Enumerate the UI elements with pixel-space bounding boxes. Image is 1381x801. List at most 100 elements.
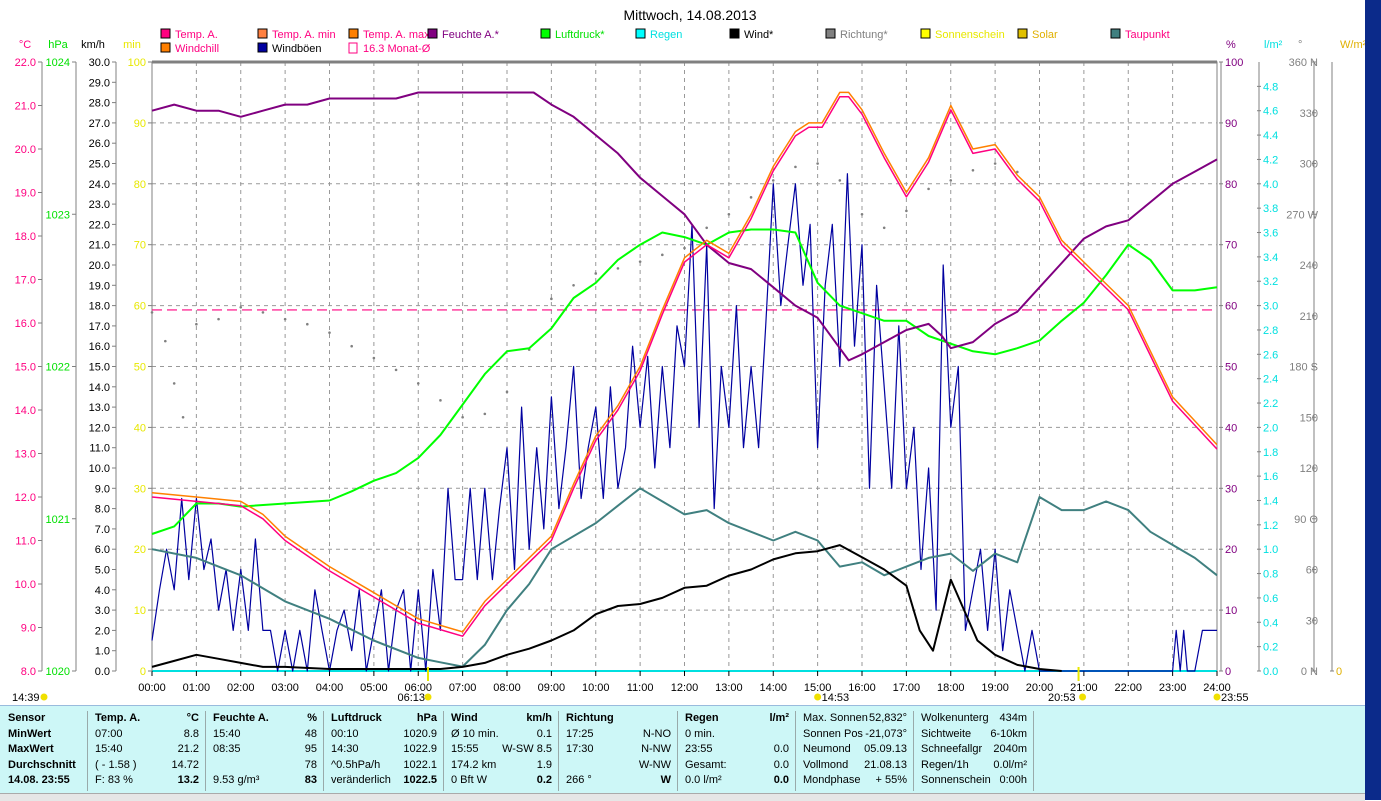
table-row: 14:30 1022.9 — [323, 742, 443, 758]
legend-label: Windböen — [272, 43, 322, 55]
x-tick-label: 00:00 — [138, 682, 166, 694]
cell-value: hPa — [416, 712, 437, 724]
axis-label-wind: 11.0 — [89, 443, 110, 455]
x-tick-label: 07:00 — [449, 682, 477, 694]
direction-point — [483, 412, 487, 416]
axis-unit-solar: W/m² — [1340, 39, 1367, 51]
cell-label: veränderlich — [331, 774, 391, 786]
cell-label: 0 Bft W — [451, 774, 488, 786]
cell-value: 48 — [304, 727, 317, 740]
table-column: Sensor MinWert MaxWert Durchschnitt 14.08. 2… — [0, 711, 88, 791]
table-row: 17:25 N-NO — [558, 727, 677, 743]
axis-unit-hum: % — [1226, 39, 1236, 51]
direction-point — [661, 253, 664, 257]
cell-label: Gesamt: — [685, 758, 727, 771]
cell-label: Sensor — [8, 712, 46, 724]
direction-point — [727, 212, 731, 216]
cell-label: 0 min. — [685, 727, 715, 740]
axis-label-press: 1023 — [46, 209, 70, 221]
x-tick-label: 16:00 — [848, 682, 876, 694]
axis-label-temp: 19.0 — [15, 188, 36, 200]
table-row: Feuchte A.% — [205, 711, 323, 727]
axis-label-solar: 0 — [1336, 666, 1342, 678]
table-row: Regen/1h 0.0l/m² — [913, 758, 1033, 774]
cell-label: 15:40 — [213, 727, 241, 740]
table-row: 0.0 l/m² 0.0 — [677, 773, 795, 789]
series-windb-en — [151, 173, 1217, 672]
axis-label-wind: 12.0 — [89, 422, 110, 434]
axis-label-hum: 0 — [1225, 666, 1231, 678]
legend-swatch — [635, 28, 646, 39]
x-tick-label: 03:00 — [271, 682, 299, 694]
legend-label: 16.3 Monat-Ø — [363, 43, 431, 55]
axis-label-temp: 16.0 — [15, 318, 36, 330]
cell-value: W-NW — [638, 758, 671, 771]
table-column: Luftdruck hPa 00:10 1020.9 14:30 1022.9 ^0.5hP… — [323, 711, 444, 791]
table-row: Wind km/h — [443, 711, 558, 727]
axis-label-temp: 9.0 — [21, 623, 36, 635]
series-taupunkt — [151, 487, 1218, 668]
moon-icon — [40, 693, 48, 701]
axis-label-rain: 0.8 — [1263, 569, 1278, 581]
table-row: veränderlich 1022.5 — [323, 773, 443, 789]
direction-point — [181, 415, 185, 419]
axis-label-wind: 0.0 — [95, 666, 110, 678]
cell-value: 1022.9 — [403, 743, 437, 755]
axis-label-rain: 3.4 — [1263, 252, 1278, 264]
axis-label-wind: 4.0 — [95, 585, 110, 597]
axis-label-rain: 4.6 — [1263, 106, 1278, 118]
axis-label-rain: 4.2 — [1263, 154, 1278, 166]
direction-point — [328, 331, 331, 334]
axis-label-press: 1021 — [46, 514, 70, 526]
cell-value: 14.72 — [171, 758, 199, 771]
direction-point — [771, 179, 775, 182]
axis-label-wind: 28.0 — [89, 98, 110, 110]
marker-time: 14:53 — [822, 692, 850, 704]
axis-label-wind: 23.0 — [89, 199, 110, 211]
x-tick-label: 12:00 — [671, 682, 699, 694]
axis-label-wind: 30.0 — [89, 57, 110, 69]
cell-label: Regen — [685, 712, 719, 724]
axis-label-hum: 50 — [1225, 362, 1237, 374]
axis-label-press: 1022 — [46, 362, 70, 374]
legend-label: Richtung* — [840, 29, 888, 41]
cell-value: 0.1 — [536, 727, 552, 740]
legend-swatch — [348, 28, 359, 39]
cell-value: 0.0 — [773, 743, 789, 755]
axis-label-dir: 90 O — [1294, 514, 1318, 526]
direction-point — [150, 311, 154, 314]
axis-label-hum: 30 — [1225, 483, 1237, 495]
status-bar — [0, 793, 1365, 801]
axis-label-hum: 10 — [1225, 605, 1237, 617]
cell-value: 78 — [304, 758, 317, 771]
axis-label-dir: 360 N — [1289, 57, 1318, 69]
axis-label-dir: 300 — [1300, 159, 1318, 171]
x-tick-label: 05:00 — [360, 682, 388, 694]
cell-label: Sichtweite — [921, 727, 972, 740]
table-row: ( - 1.58 ) 14.72 — [87, 758, 205, 774]
direction-point — [705, 226, 708, 230]
cell-value: 1022.5 — [403, 774, 437, 786]
cell-label: Temp. A. — [95, 712, 141, 724]
axis-label-wind: 7.0 — [95, 524, 110, 536]
axis-label-min: 90 — [134, 118, 146, 130]
axis-label-min: 60 — [134, 301, 146, 313]
axis-label-wind: 8.0 — [95, 504, 110, 516]
cell-label: Neumond — [803, 743, 851, 755]
cell-label: 0.0 l/m² — [685, 774, 722, 786]
table-row: Temp. A. °C — [87, 711, 205, 727]
cell-value: % — [307, 712, 317, 724]
cell-label: 17:30 — [566, 743, 594, 755]
axis-label-min: 50 — [134, 362, 146, 374]
cell-value: °C — [186, 712, 199, 724]
cell-label: Vollmond — [803, 758, 849, 771]
legend-label: Temp. A. — [175, 29, 218, 41]
direction-point — [993, 162, 997, 165]
x-tick-label: 01:00 — [183, 682, 211, 694]
window-edge — [1365, 0, 1381, 800]
cell-label: 23:55 — [685, 743, 713, 755]
cell-label: F: 83 % — [95, 774, 133, 786]
x-tick-label: 15:00 — [804, 682, 832, 694]
axis-label-hum: 20 — [1225, 544, 1237, 556]
cell-label: 9.53 g/m³ — [213, 774, 260, 786]
